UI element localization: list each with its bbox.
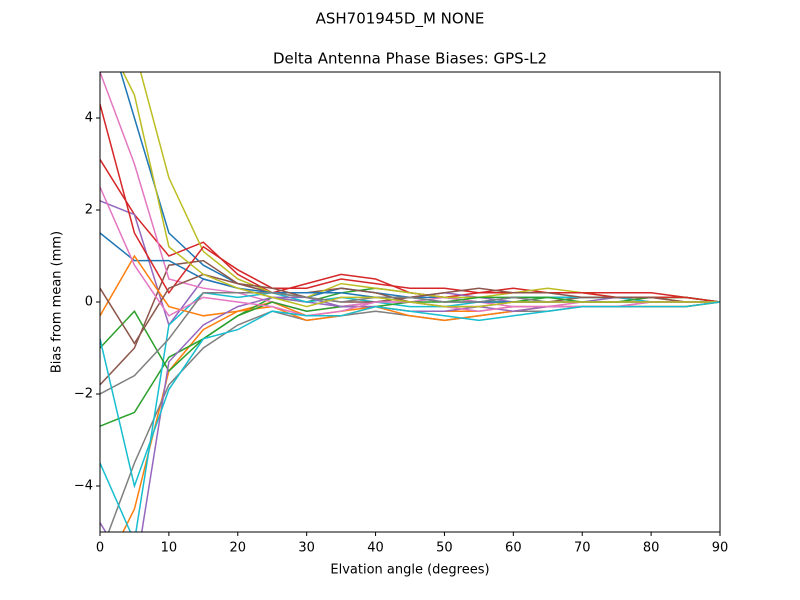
x-axis-label: Elvation angle (degrees) — [330, 563, 489, 578]
series-line — [100, 104, 720, 303]
x-tick-label: 70 — [574, 541, 591, 556]
chart-title: Delta Antenna Phase Biases: GPS-L2 — [273, 50, 547, 68]
series-line — [100, 292, 720, 395]
series-line — [100, 292, 720, 532]
series-line — [107, 301, 720, 532]
x-tick-label: 50 — [436, 541, 453, 556]
series-line — [100, 186, 720, 317]
series-line — [100, 72, 720, 312]
suptitle: ASH701945D_M NONE — [316, 10, 485, 29]
y-axis-label: Bias from mean (mm) — [50, 231, 65, 373]
x-tick-label: 60 — [505, 541, 522, 556]
series-line — [122, 72, 720, 308]
series-line — [100, 287, 720, 427]
x-tick-label: 10 — [161, 541, 178, 556]
x-tick-label: 0 — [96, 541, 104, 556]
series-line — [100, 296, 720, 532]
y-tick-label: −4 — [74, 479, 93, 494]
y-tick-label: 4 — [85, 111, 93, 126]
series-line — [100, 301, 720, 489]
x-tick-label: 20 — [230, 541, 247, 556]
y-tick-label: 0 — [85, 295, 93, 310]
x-tick-label: 40 — [367, 541, 384, 556]
y-tick-label: 2 — [85, 203, 93, 218]
series-line — [122, 301, 720, 532]
series-line — [139, 72, 720, 303]
x-tick-label: 30 — [298, 541, 315, 556]
plot-area — [100, 72, 720, 532]
x-tick-label: 90 — [712, 541, 729, 556]
series-line — [119, 72, 720, 303]
y-tick-label: −2 — [74, 387, 93, 402]
x-tick-label: 80 — [643, 541, 660, 556]
